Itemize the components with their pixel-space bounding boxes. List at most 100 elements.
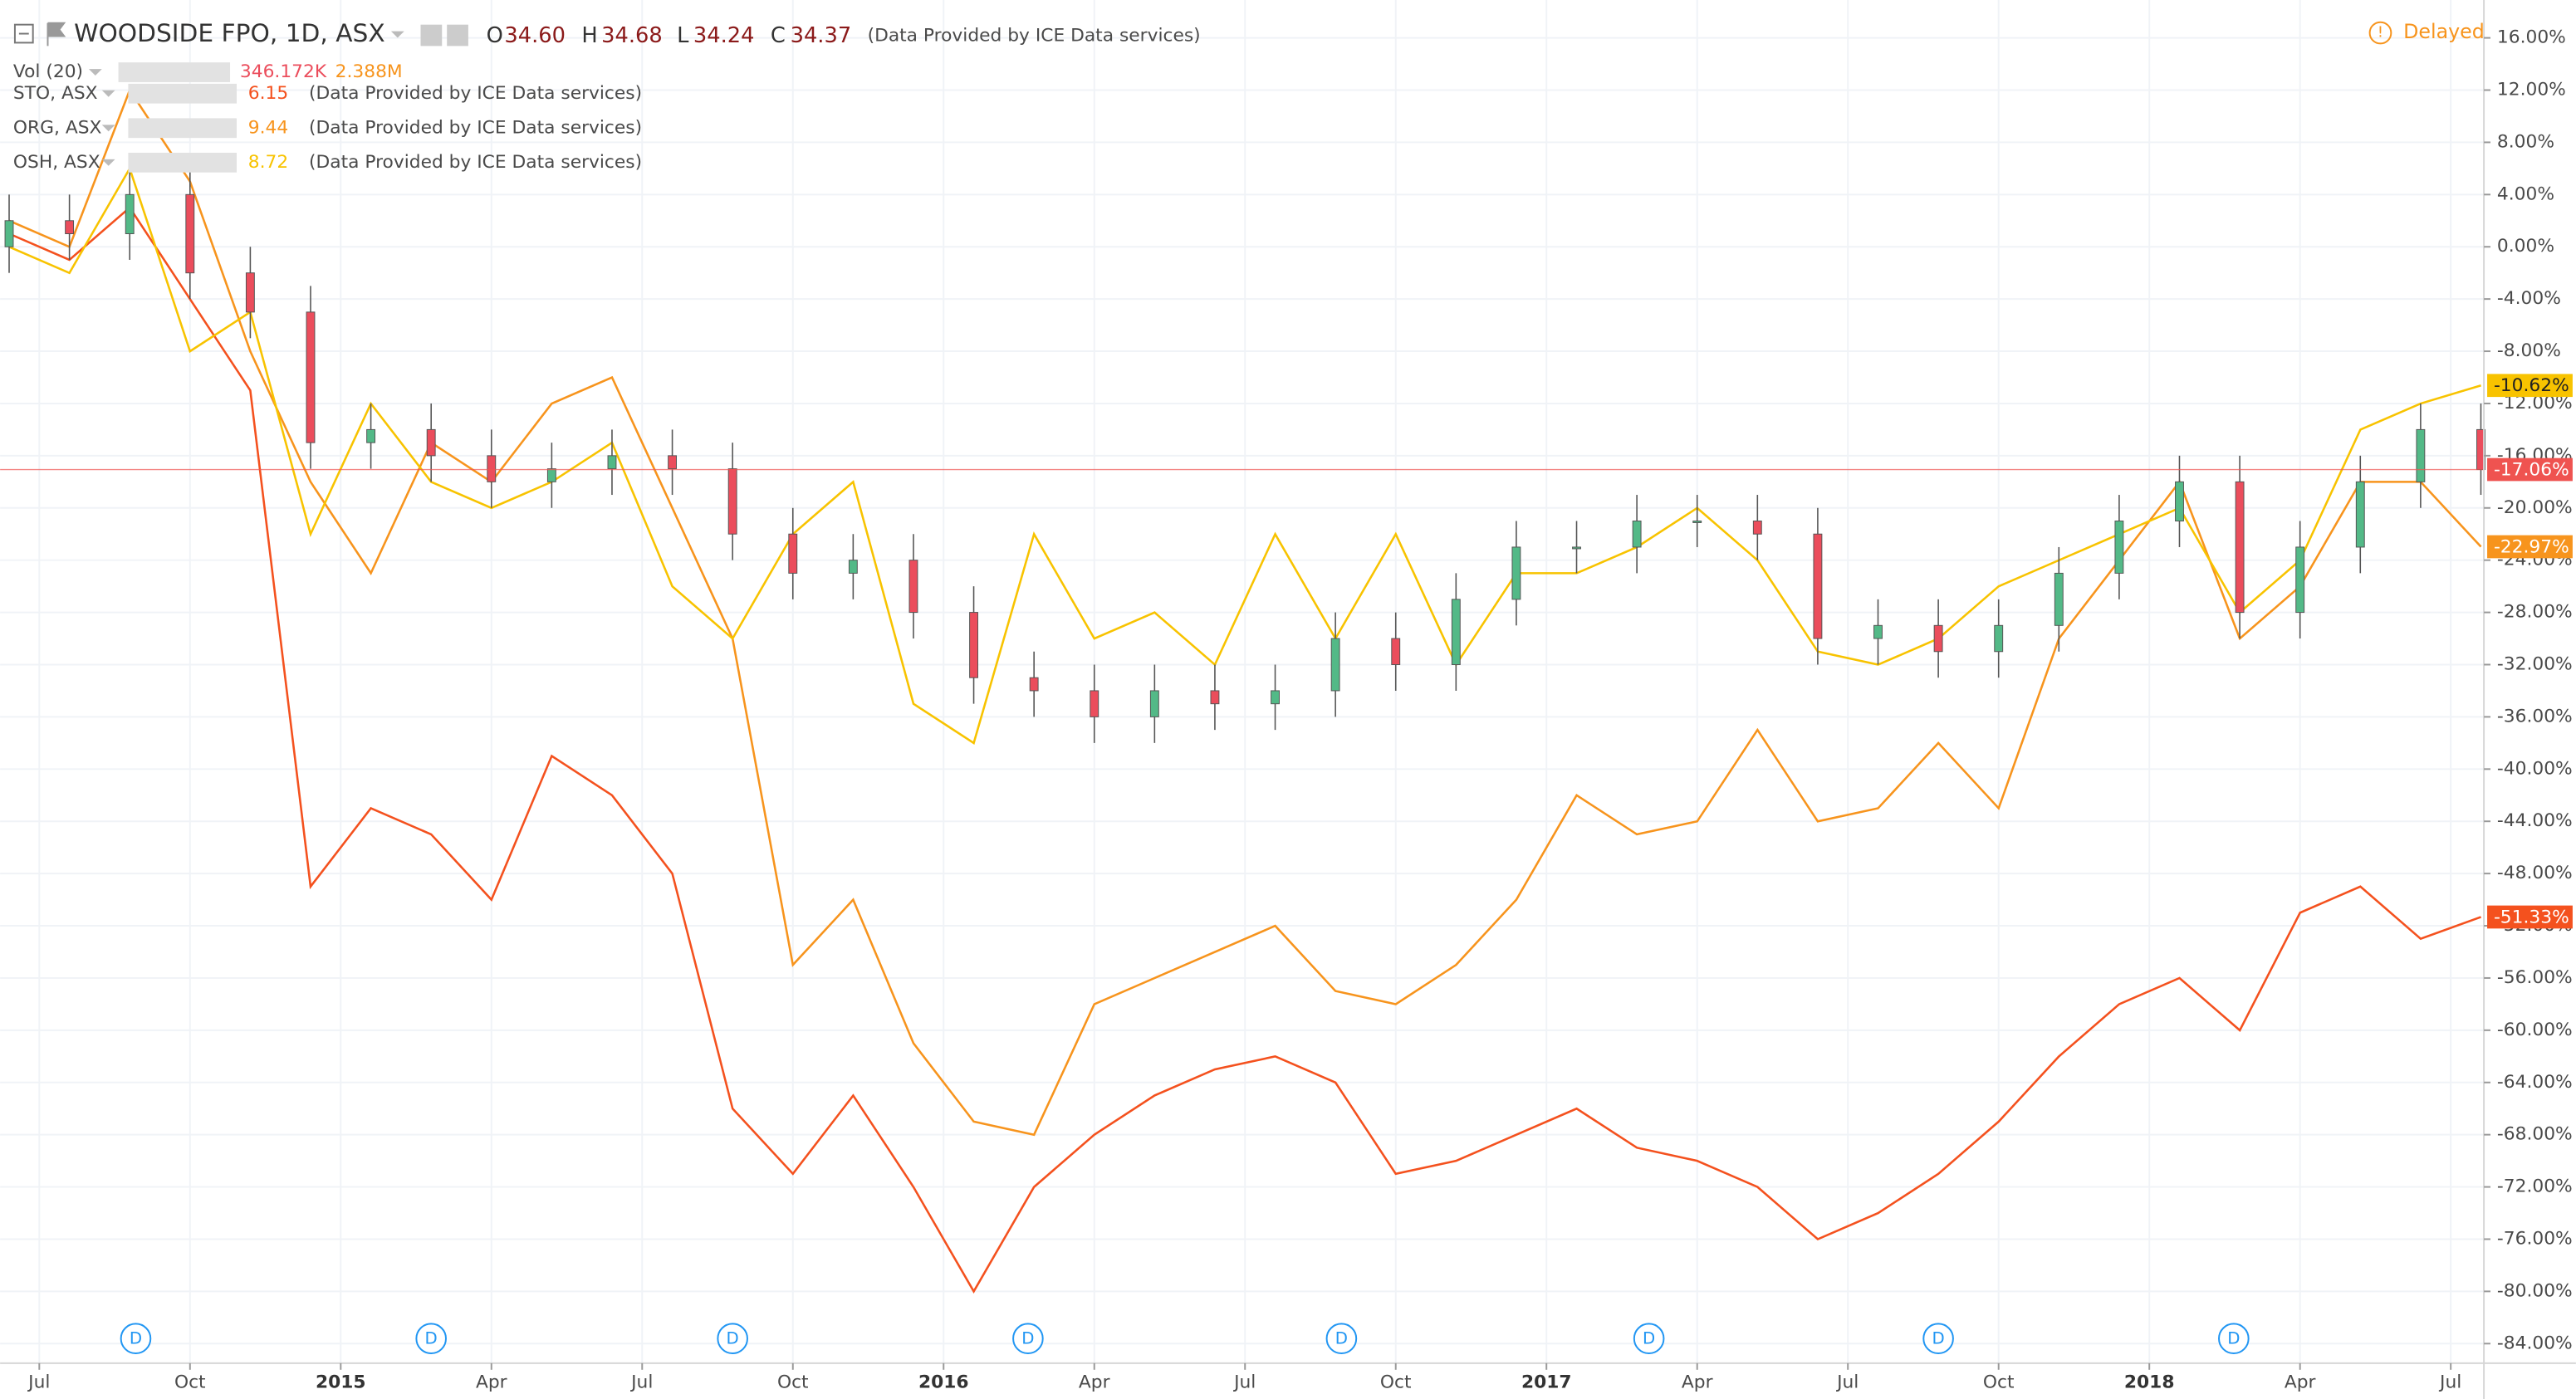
y-tick-label: -76.00% [2497,1228,2573,1249]
y-tick-label: 8.00% [2497,131,2554,152]
candle-body [1391,638,1401,665]
y-tick-label: -84.00% [2497,1333,2573,1353]
ohlc-l: 34.24 [693,23,755,48]
dividend-label: D [2227,1329,2240,1348]
series-name: STO, ASX [13,83,98,104]
x-tick-label: Jul [1835,1372,1859,1393]
dropdown[interactable] [101,90,115,97]
delayed-status[interactable]: Delayed [2403,20,2485,43]
x-tick-label: Oct [777,1372,809,1393]
last-value-tag [2487,457,2573,482]
dividend-marker[interactable] [415,1323,447,1354]
y-tick-label: -8.00% [2497,340,2561,361]
candle-body [1572,546,1581,550]
y-tick-label: -68.00% [2497,1124,2573,1145]
dividend-label: D [425,1329,438,1348]
candle-body [366,428,376,443]
eye-button[interactable] [420,24,443,46]
x-tick-label: 2015 [316,1372,366,1393]
x-tick-label: Jul [629,1372,653,1393]
candle-body [2054,572,2064,626]
source-note: (Data Provided by ICE Data services) [309,117,642,138]
candle-body [969,612,978,678]
study-buttons[interactable] [118,62,231,82]
candle-body [908,560,918,614]
dividend-label: D [1643,1329,1655,1348]
x-tick-label: Apr [1682,1372,1713,1393]
candle-body [1813,533,1823,639]
candle-body [185,193,195,274]
candle-body [1330,638,1340,692]
ohlc-c-label: C [771,23,786,48]
dropdown[interactable] [101,159,115,166]
y-tick-label: 0.00% [2497,236,2554,257]
study-buttons[interactable] [128,152,237,173]
y-tick-label: -60.00% [2497,1020,2573,1040]
dropdown[interactable] [390,31,404,38]
candle-body [1210,690,1220,705]
candle-body [245,272,255,313]
last-value-tag [2487,905,2573,929]
x-tick-label: Jul [1232,1372,1256,1393]
flag-icon[interactable] [47,22,66,46]
study-buttons[interactable] [128,118,237,139]
study-buttons[interactable] [128,83,237,104]
series-last: 8.72 [248,152,288,173]
dropdown[interactable] [88,69,102,76]
dropdown[interactable] [101,125,115,132]
last-value-label: -51.33% [2494,907,2569,927]
dividend-marker[interactable] [1325,1323,1358,1354]
delayed-icon-mark: ! [2378,24,2383,42]
y-tick-label: -4.00% [2497,288,2561,309]
candle-body [2114,521,2124,574]
volume-ma: 2.388M [335,61,403,82]
dividend-label: D [1021,1329,1034,1348]
candle-body [1451,599,1461,665]
x-tick-label: Oct [174,1372,206,1393]
series-line [8,165,2481,745]
ohlc-h: 34.68 [601,23,663,48]
settings-button[interactable] [447,24,468,46]
x-tick-label: Oct [1983,1372,2015,1393]
candle-body [426,428,436,457]
y-tick-label: -56.00% [2497,967,2573,988]
candle-body [727,468,737,535]
candle-body [607,455,617,470]
candle-body [2416,428,2426,482]
candle-body [306,311,316,443]
dividend-marker[interactable] [120,1323,152,1354]
dividend-marker[interactable] [717,1323,748,1354]
dividend-marker[interactable] [2218,1323,2250,1354]
legend: WOODSIDE FPO, 1D, ASX O 34.60 H 34.68 L … [13,18,2485,173]
dividend-marker[interactable] [1633,1323,1665,1354]
y-tick-label: -28.00% [2497,602,2573,623]
candle-body [668,455,678,470]
candle-body [1752,521,1762,535]
dividend-label: D [1335,1329,1348,1348]
ohlc-l-label: L [677,23,689,48]
candle-body [4,220,14,247]
ohlc-h-label: H [581,23,597,48]
series-line [8,206,2481,1294]
x-tick-label: Apr [2285,1372,2316,1393]
candle-body [1994,624,2004,653]
series-last: 6.15 [248,83,288,104]
candle-body [1149,690,1159,717]
y-tick-label: 12.00% [2497,80,2566,100]
y-tick-label: -64.00% [2497,1072,2573,1093]
volume-value: 346.172K [240,61,327,82]
y-tick-label: -20.00% [2497,497,2573,518]
dividend-marker[interactable] [1922,1323,1954,1354]
candle-body [1632,521,1642,548]
dividend-label: D [1932,1329,1944,1348]
x-tick-label: Jul [2438,1372,2461,1393]
source-note: (Data Provided by ICE Data services) [309,83,642,104]
candle-body [2355,481,2365,548]
x-tick-label: Apr [1079,1372,1110,1393]
dividend-marker[interactable] [1012,1323,1044,1354]
x-tick-label: Oct [1380,1372,1412,1393]
series-line [8,87,2482,1137]
ohlc-c: 34.37 [791,23,852,48]
